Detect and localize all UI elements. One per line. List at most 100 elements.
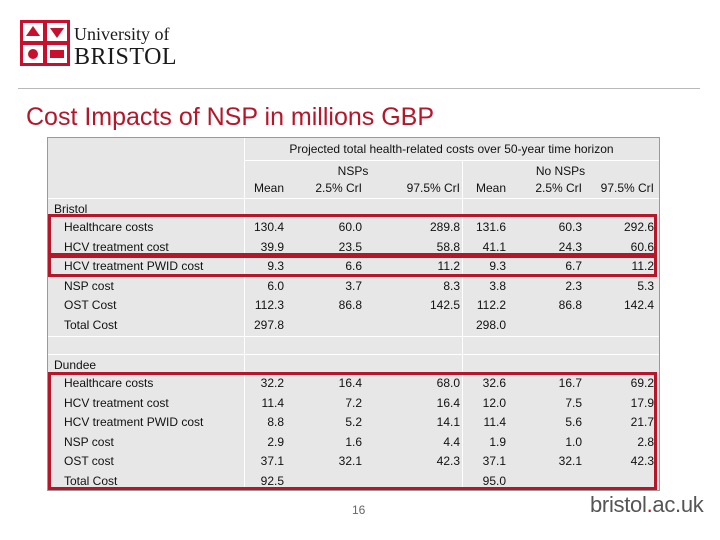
row-label: OST Cost: [64, 298, 117, 312]
table-cell: 16.4: [338, 376, 362, 390]
table-cell: 6.6: [345, 259, 362, 273]
table-cell: 16.4: [436, 395, 460, 410]
row-label: HCV treatment PWID cost: [64, 415, 204, 429]
row-label: Total Cost: [64, 473, 118, 488]
table-cell: 41.1: [482, 239, 506, 254]
column-header: 2.5% CrI: [535, 181, 582, 195]
grid-divider: [462, 160, 463, 490]
table-cell: 112.3: [254, 298, 284, 312]
table-cell: 5.2: [345, 415, 362, 429]
table-cell: 42.3: [436, 454, 460, 468]
table-cell: 131.6: [475, 220, 506, 234]
table-cell: 9.3: [267, 259, 284, 273]
table-cell: 142.4: [623, 298, 654, 312]
highlight-box-bristol-pwid: [48, 255, 657, 277]
table-cell: 42.3: [630, 454, 654, 468]
table-cell: 292.6: [623, 220, 654, 234]
group-header-no-nsps: No NSPs: [535, 164, 586, 178]
table-cell: 23.5: [338, 239, 362, 254]
table-cell: 4.4: [443, 434, 460, 449]
table-cell: 60.0: [338, 220, 362, 234]
table-cell: 24.3: [558, 239, 582, 254]
table-cell: 1.9: [489, 434, 506, 449]
table-cell: 95.0: [482, 473, 506, 488]
row-label: Healthcare costs: [64, 220, 154, 234]
url-part: bristol: [590, 492, 647, 517]
table-cell: 8.3: [443, 278, 460, 293]
cost-table: Projected total health-related costs ove…: [47, 137, 660, 491]
url-part: ac.uk: [652, 492, 704, 517]
table-cell: 60.6: [630, 239, 654, 254]
column-header: 97.5% CrI: [600, 181, 654, 195]
table-cell: 2.8: [637, 434, 654, 449]
row-label: NSP cost: [64, 434, 114, 449]
table-cell: 2.9: [267, 434, 284, 449]
table-cell: 130.4: [253, 220, 284, 234]
table-cell: 6.0: [267, 278, 284, 293]
table-cell: 5.6: [565, 415, 582, 429]
table-cell: 297.8: [253, 317, 284, 332]
table-cell: 86.8: [338, 298, 362, 312]
page-number: 16: [352, 503, 366, 517]
column-header: 2.5% CrI: [315, 181, 362, 195]
bristol-crest-icon: [20, 20, 70, 66]
table-cell: 1.0: [565, 434, 582, 449]
table-cell: 8.8: [267, 415, 284, 429]
table-cell: 32.6: [482, 376, 506, 390]
logo-text-bristol: BRISTOL: [74, 44, 178, 70]
table-cell: 289.8: [429, 220, 460, 234]
table-cell: 11.2: [437, 259, 460, 273]
url-dot: .: [646, 492, 653, 517]
table-cell: 39.9: [260, 239, 284, 254]
table-cell: 58.8: [436, 239, 460, 254]
table-cell: 60.3: [558, 220, 582, 234]
table-cell: 37.1: [482, 454, 506, 468]
table-cell: 14.1: [436, 415, 460, 429]
table-cell: 11.4: [483, 415, 506, 429]
table-cell: 86.8: [558, 298, 582, 312]
table-cell: 37.1: [260, 454, 284, 468]
row-label: HCV treatment cost: [64, 239, 169, 254]
table-cell: 9.3: [489, 259, 506, 273]
logo-text-university: University of: [74, 24, 170, 44]
table-cell: 92.5: [260, 473, 284, 488]
table-cell: 298.0: [475, 317, 506, 332]
table-cell: 16.7: [558, 376, 582, 390]
row-label: NSP cost: [64, 278, 114, 293]
table-cell: 7.5: [565, 395, 582, 410]
row-label: OST cost: [64, 454, 114, 468]
slide-title: Cost Impacts of NSP in millions GBP: [26, 103, 435, 131]
grid-divider: [48, 198, 659, 199]
table-cell: 1.6: [345, 434, 362, 449]
row-label: Total Cost: [64, 317, 118, 332]
table-cell: 17.9: [630, 395, 654, 410]
table-cell: 32.2: [260, 376, 284, 390]
highlight-box-bristol-costs: [48, 214, 657, 256]
table-cell: 5.3: [637, 278, 654, 293]
grid-divider: [244, 160, 659, 161]
university-logo: University of BRISTOL: [20, 20, 180, 70]
section-label: Dundee: [54, 358, 97, 372]
table-cell: 3.7: [345, 278, 362, 293]
table-cell: 32.1: [338, 454, 362, 468]
table-cell: 68.0: [436, 376, 460, 390]
row-label: Healthcare costs: [64, 376, 154, 390]
row-label: HCV treatment PWID cost: [64, 259, 204, 273]
table-cell: 12.0: [482, 395, 506, 410]
table-cell: 142.5: [429, 298, 460, 312]
section-label: Bristol: [54, 202, 88, 216]
table-cell: 6.7: [565, 259, 582, 273]
group-header-nsps: NSPs: [337, 164, 369, 178]
column-header: Mean: [253, 181, 284, 195]
column-header: Mean: [475, 181, 506, 195]
table-cell: 112.2: [476, 298, 506, 312]
highlight-box-dundee: [48, 372, 657, 490]
table-cell: 69.2: [630, 376, 654, 390]
table-cell: 7.2: [345, 395, 362, 410]
table-cell: 3.8: [489, 278, 506, 293]
column-header: 97.5% CrI: [406, 181, 460, 195]
table-cell: 11.4: [261, 395, 284, 410]
grid-divider: [244, 138, 245, 490]
table-cell: 11.2: [631, 259, 654, 273]
table-cell: 21.7: [630, 415, 654, 429]
